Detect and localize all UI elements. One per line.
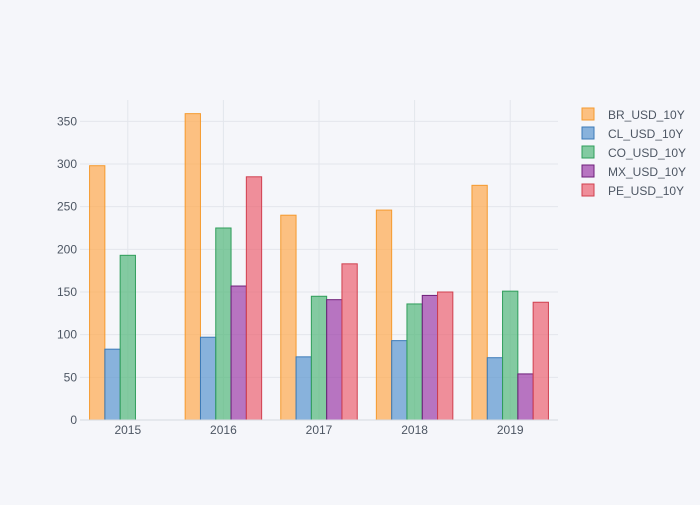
y-tick-label: 300 [57, 157, 77, 171]
bar-pe-usd-10y-2017[interactable] [341, 263, 358, 421]
bar-cl-usd-10y-2016[interactable] [199, 336, 217, 421]
y-tick-label: 150 [57, 285, 77, 299]
x-tick-label: 2019 [497, 423, 524, 437]
legend-label: CO_USD_10Y [608, 146, 686, 160]
y-tick-label: 50 [64, 370, 78, 384]
legend-label: MX_USD_10Y [608, 165, 686, 179]
bar-mx-usd-10y-2017[interactable] [326, 299, 343, 421]
bar-mx-usd-10y-2019[interactable] [517, 373, 534, 421]
bar-co-usd-10y-2018[interactable] [406, 303, 423, 421]
y-tick-label: 350 [57, 114, 77, 128]
legend-swatch [581, 164, 595, 178]
bar-co-usd-10y-2017[interactable] [310, 295, 328, 421]
legend-swatch [581, 183, 595, 197]
legend-swatch [581, 107, 595, 121]
legend-label: PE_USD_10Y [608, 184, 684, 198]
y-tick-label: 0 [70, 413, 77, 427]
bar-cl-usd-10y-2015[interactable] [104, 348, 121, 421]
y-tick-label: 200 [57, 242, 77, 256]
bar-br-usd-10y-2016[interactable] [184, 113, 201, 421]
bar-pe-usd-10y-2018[interactable] [437, 291, 454, 421]
axes: 0 50 100 150 200 250 300 350 2015 2016 2017 2018 201… [57, 114, 558, 437]
bar-pe-usd-10y-2016[interactable] [245, 176, 263, 421]
x-tick-label: 2016 [210, 423, 237, 437]
legend-item-co-usd-10y[interactable]: CO_USD_10Y [581, 145, 686, 160]
bar-co-usd-10y-2019[interactable] [502, 290, 519, 421]
legend-item-cl-usd-10y[interactable]: CL_USD_10Y [581, 126, 683, 141]
bar-br-usd-10y-2018[interactable] [375, 209, 393, 421]
x-tick-label: 2018 [401, 423, 428, 437]
legend-swatch [581, 145, 595, 159]
legend-item-br-usd-10y[interactable]: BR_USD_10Y [581, 107, 685, 122]
legend-item-pe-usd-10y[interactable]: PE_USD_10Y [581, 183, 684, 198]
bar-mx-usd-10y-2016[interactable] [230, 285, 247, 421]
legend[interactable]: BR_USD_10Y CL_USD_10Y CO_USD_10Y MX_USD_10Y… [581, 107, 686, 198]
legend-label: CL_USD_10Y [608, 127, 683, 141]
bars [89, 113, 549, 421]
bar-br-usd-10y-2019[interactable] [471, 184, 488, 421]
bar-cl-usd-10y-2019[interactable] [486, 357, 504, 421]
bar-cl-usd-10y-2017[interactable] [295, 356, 312, 421]
x-tick-label: 2015 [114, 423, 141, 437]
bar-co-usd-10y-2016[interactable] [215, 227, 232, 421]
bar-br-usd-10y-2017[interactable] [280, 214, 297, 421]
bar-cl-usd-10y-2018[interactable] [391, 340, 408, 421]
bar-mx-usd-10y-2018[interactable] [421, 294, 439, 421]
legend-item-mx-usd-10y[interactable]: MX_USD_10Y [581, 164, 686, 179]
y-tick-label: 100 [57, 328, 77, 342]
legend-label: BR_USD_10Y [608, 108, 685, 122]
bar-br-usd-10y-2015[interactable] [89, 165, 106, 421]
x-tick-label: 2017 [306, 423, 333, 437]
bar-co-usd-10y-2015[interactable] [119, 254, 136, 421]
bar-pe-usd-10y-2019[interactable] [532, 301, 549, 421]
legend-swatch [581, 126, 595, 140]
y-tick-label: 250 [57, 200, 77, 214]
